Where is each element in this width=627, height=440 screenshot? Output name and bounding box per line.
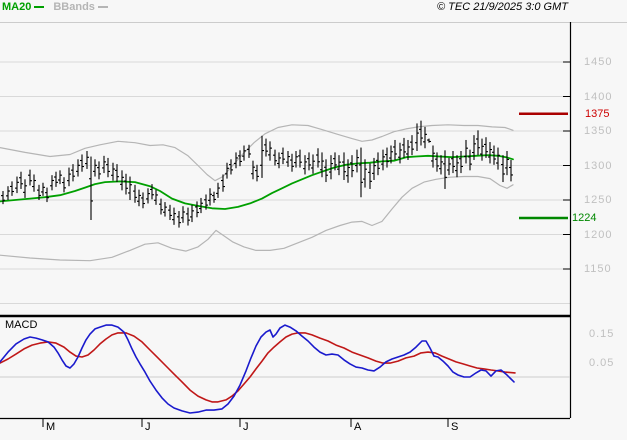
bbands-line-icon <box>97 6 108 8</box>
macd-panel-title: MACD <box>5 319 38 331</box>
ma20-label: MA20 <box>2 1 32 13</box>
legend-item-bbands: BBands <box>53 1 108 13</box>
macd-signal-line <box>0 332 516 403</box>
legend: MA20 BBands <box>2 1 117 13</box>
bollinger-lower-band <box>0 175 514 262</box>
ma20-line-icon <box>34 6 45 8</box>
ma20-line <box>0 154 514 210</box>
legend-item-ma20: MA20 <box>2 1 45 13</box>
copyright-text: © TEC 21/9/2025 3:0 GMT <box>437 1 568 13</box>
bbands-label: BBands <box>53 1 95 13</box>
bollinger-upper-band <box>0 124 514 182</box>
macd-line <box>0 324 515 414</box>
